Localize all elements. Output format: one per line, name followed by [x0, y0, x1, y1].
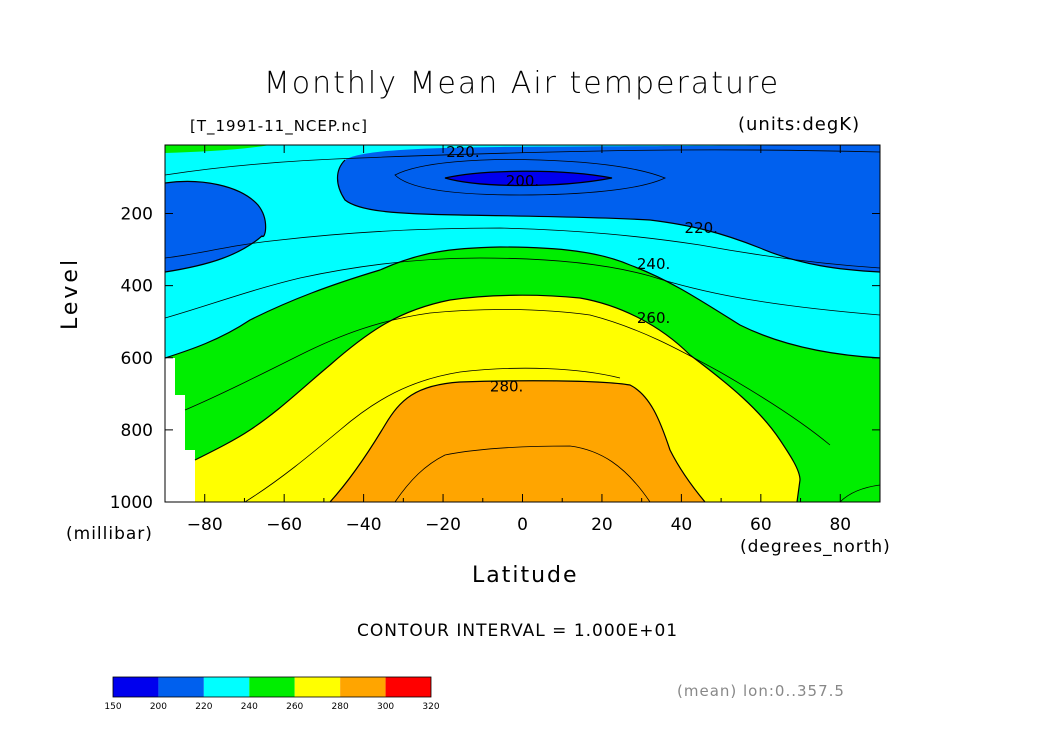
contour-label: 240. — [637, 255, 670, 273]
minor-contours — [165, 149, 880, 502]
x-tick-label: −20 — [425, 515, 461, 535]
mean-longitude-note: (mean) lon:0..357.5 — [677, 682, 845, 700]
colorbar-swatch — [249, 677, 295, 697]
x-tick-label: 80 — [829, 515, 851, 535]
x-tick-label: 0 — [517, 515, 528, 535]
axes: −80 −60 −40 −20 0 20 40 60 80 200 400 600 800 1000 — [110, 145, 881, 535]
colorbar-tick-label: 300 — [377, 702, 394, 712]
contour-label: 220. — [685, 219, 718, 237]
band-150-200-core — [445, 171, 612, 186]
terrain-mask — [165, 358, 195, 502]
y-tick-label: 800 — [121, 421, 153, 441]
colorbar-swatch — [385, 677, 431, 697]
contour-label: 260. — [637, 309, 670, 327]
x-tick-label: −60 — [266, 515, 302, 535]
colorbar: 150 200 220 240 260 280 300 320 — [104, 676, 440, 712]
contour-interval-note: CONTOUR INTERVAL = 1.000E+01 — [357, 621, 679, 641]
colorbar-swatch — [113, 677, 159, 697]
band-200-220-left — [165, 181, 266, 272]
colorbar-tick-label: 320 — [422, 702, 439, 712]
colorbar-tick-label: 220 — [195, 702, 212, 712]
x-tick-label: 60 — [750, 515, 772, 535]
band-280-300 — [330, 380, 705, 502]
x-tick-label: 20 — [591, 515, 613, 535]
colorbar-swatch — [340, 677, 386, 697]
y-tick-label: 400 — [121, 277, 153, 297]
colorbar-swatch — [294, 677, 341, 697]
colorbar-swatch — [203, 677, 250, 697]
contour-label: 200. — [506, 172, 539, 190]
y-axis-units: (millibar) — [66, 524, 153, 544]
dataset-label: [T_1991-11_NCEP.nc] — [190, 117, 368, 135]
contour-label: 280. — [490, 378, 523, 396]
contour-labels: 220. 200. 220. 240. 260. 280. — [446, 143, 718, 395]
colorbar-tick-label: 150 — [104, 702, 121, 712]
y-tick-label: 200 — [121, 205, 153, 225]
x-axis-label: Latitude — [472, 563, 579, 588]
colorbar-tick-label: 240 — [241, 702, 258, 712]
x-tick-label: −40 — [346, 515, 382, 535]
units-label: (units:degK) — [738, 114, 861, 135]
y-tick-label: 600 — [121, 349, 153, 369]
x-tick-label: −80 — [187, 515, 223, 535]
chart-title: Monthly Mean Air temperature — [263, 66, 781, 101]
major-contours — [165, 159, 880, 502]
colorbar-tick-label: 200 — [150, 702, 167, 712]
colorbar-swatch — [158, 677, 204, 697]
y-tick-label: 1000 — [110, 493, 153, 513]
band-240-260-top-strip — [165, 145, 270, 153]
x-axis-units: (degrees_north) — [740, 537, 891, 557]
contour-label: 220. — [446, 143, 479, 161]
colorbar-tick-label: 260 — [286, 702, 303, 712]
colorbar-frame — [112, 676, 432, 698]
colorbar-tick-label: 280 — [332, 702, 349, 712]
contour-fill-layer — [165, 145, 880, 502]
x-tick-label: 40 — [671, 515, 693, 535]
